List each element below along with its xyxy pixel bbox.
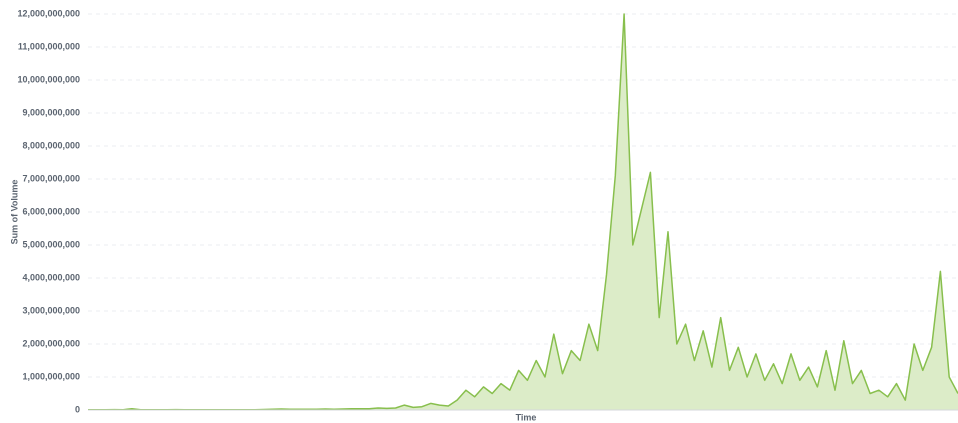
- y-tick-label: 12,000,000,000: [17, 8, 80, 18]
- y-tick-label: 4,000,000,000: [22, 272, 80, 282]
- y-tick-label: 8,000,000,000: [22, 140, 80, 150]
- y-tick-label: 9,000,000,000: [22, 107, 80, 117]
- y-tick-label: 7,000,000,000: [22, 173, 80, 183]
- y-tick-label: 1,000,000,000: [22, 371, 80, 381]
- y-tick-label: 0: [75, 404, 80, 414]
- y-axis-label: Sum of Volume: [9, 180, 19, 245]
- y-tick-label: 6,000,000,000: [22, 206, 80, 216]
- y-tick-label: 3,000,000,000: [22, 305, 80, 315]
- y-tick-label: 10,000,000,000: [17, 74, 80, 84]
- y-tick-label: 11,000,000,000: [18, 41, 80, 51]
- y-tick-label: 5,000,000,000: [22, 239, 80, 249]
- y-tick-label: 2,000,000,000: [22, 338, 80, 348]
- x-axis-label: Time: [516, 412, 537, 422]
